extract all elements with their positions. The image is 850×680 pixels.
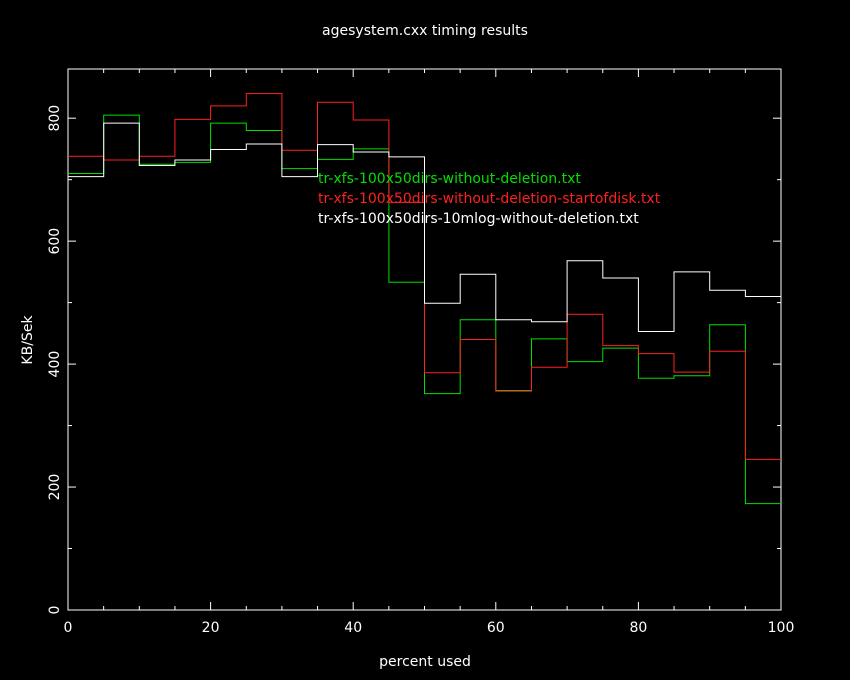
- axis-ticks: 0 20 40 60 80 100 0 200 400 600 800: [47, 69, 794, 636]
- y-tick-label: 0: [47, 606, 63, 615]
- x-axis-label: percent used: [379, 654, 471, 670]
- series-lines: [68, 93, 781, 505]
- chart-title: agesystem.cxx timing results: [322, 23, 528, 39]
- legend-entry-2: tr-xfs-100x50dirs-without-deletion-start…: [318, 191, 661, 207]
- legend-entry-1: tr-xfs-100x50dirs-without-deletion.txt: [318, 171, 581, 187]
- y-axis-label: KB/Sek: [20, 315, 36, 365]
- y-tick-label: 200: [47, 474, 63, 501]
- legend: tr-xfs-100x50dirs-without-deletion.txt tr…: [318, 171, 661, 227]
- y-tick-label: 400: [47, 351, 63, 378]
- x-tick-label: 0: [64, 620, 73, 636]
- x-tick-label: 40: [344, 620, 362, 636]
- legend-entry-3: tr-xfs-100x50dirs-10mlog-without-deletio…: [318, 211, 639, 227]
- y-tick-label: 600: [47, 228, 63, 255]
- x-tick-label: 100: [768, 620, 795, 636]
- series-line-3: [68, 122, 781, 332]
- x-tick-label: 60: [487, 620, 505, 636]
- x-tick-label: 80: [629, 620, 647, 636]
- y-tick-label: 800: [47, 105, 63, 132]
- x-tick-label: 20: [202, 620, 220, 636]
